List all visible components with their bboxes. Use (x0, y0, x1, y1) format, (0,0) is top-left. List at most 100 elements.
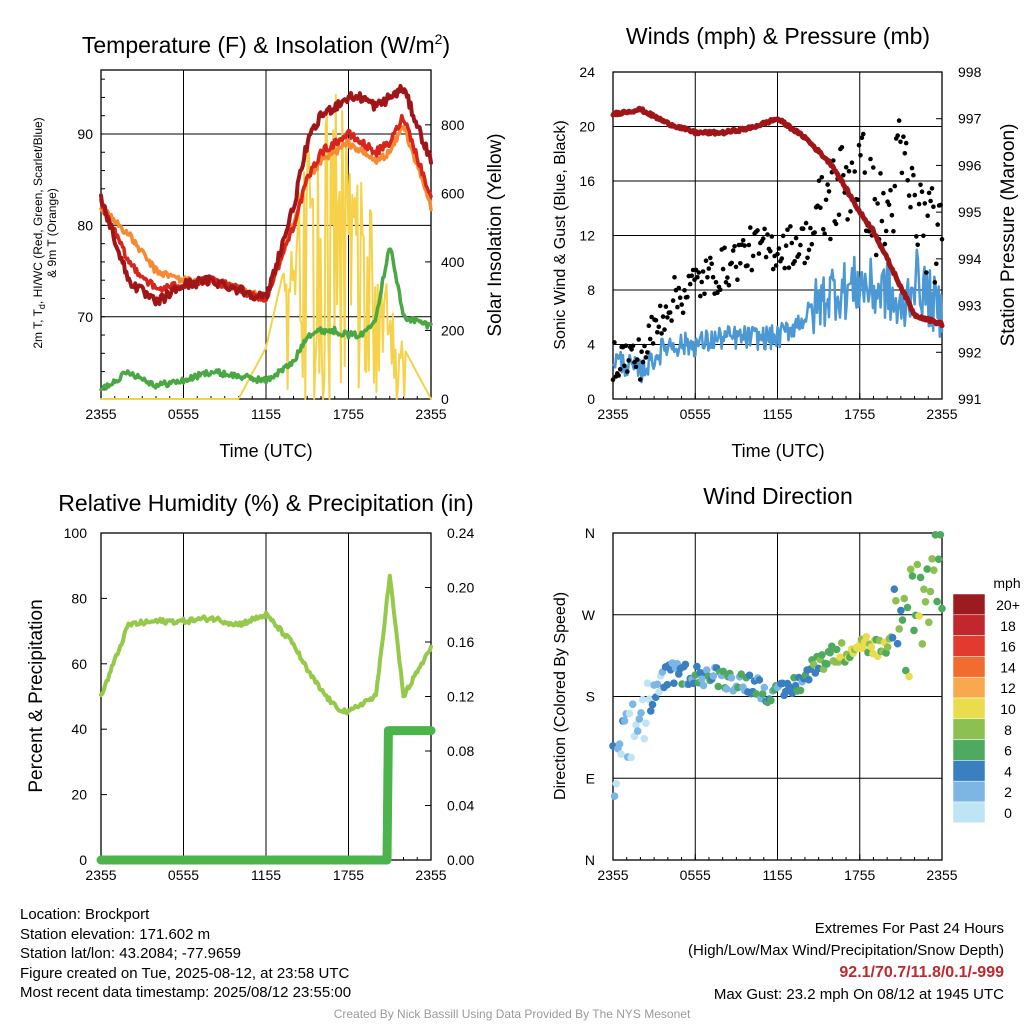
rh-y2tick-label: 0.12 (447, 689, 474, 705)
winds-y2tick-label: 995 (958, 204, 982, 220)
gust-point (921, 233, 926, 239)
wind-direction-point (633, 727, 642, 735)
gust-point (770, 266, 776, 272)
gust-point (924, 270, 929, 275)
rh-xtick-label: 1755 (333, 867, 364, 883)
gust-point (939, 237, 945, 242)
gust-point (649, 314, 654, 320)
gust-point (918, 182, 923, 188)
gust-point (733, 264, 739, 270)
gust-point (708, 255, 713, 261)
gust-point (883, 228, 889, 234)
gust-point (839, 145, 845, 150)
temp-xtick-label: 0555 (168, 406, 199, 422)
gust-point (769, 234, 775, 239)
station-info: Location: Brockport Station elevation: 1… (20, 905, 351, 1003)
wind-direction-point (758, 690, 767, 698)
wind-direction-point (900, 594, 908, 603)
wind-direction-point (925, 618, 933, 627)
winds-ytick-label: 12 (579, 228, 595, 244)
gust-point (657, 303, 663, 309)
winds-y2tick-label: 991 (958, 391, 982, 407)
gust-point (740, 238, 746, 243)
gust-point (647, 336, 653, 342)
gust-point (855, 197, 860, 202)
recent-data-text: Most recent data timestamp: 2025/08/12 2… (20, 984, 352, 1001)
gust-point (828, 236, 833, 242)
temp-y2tick-label: 800 (441, 117, 465, 133)
gust-point (849, 160, 855, 165)
gust-point (687, 281, 693, 287)
gust-point (792, 259, 797, 264)
gust-point (738, 261, 743, 266)
gust-point (749, 267, 755, 273)
wind-direction-point (615, 740, 624, 748)
pressure-line (610, 105, 945, 329)
gust-point (822, 231, 827, 236)
legend-swatch (952, 635, 986, 657)
gust-point (858, 153, 863, 158)
gust-point (831, 158, 836, 163)
wind-direction-point (628, 700, 637, 708)
gust-point (695, 274, 700, 280)
wdir-xtick-label: 2355 (597, 867, 628, 883)
wind-direction-point (653, 680, 662, 689)
wind-direction-point (655, 688, 663, 696)
gust-point (861, 131, 866, 137)
legend-swatch (952, 697, 986, 720)
gust-point (667, 310, 673, 315)
rh-y2tick-label: 0.00 (447, 852, 474, 868)
gust-point (773, 263, 779, 268)
gust-point (635, 357, 640, 362)
gust-point (881, 190, 886, 196)
gust-point (682, 288, 687, 293)
wdir-ytick-label: N (585, 852, 595, 868)
gust-point (879, 218, 885, 224)
wind-direction-point (837, 639, 846, 647)
gust-point (725, 275, 730, 280)
gust-point (788, 224, 793, 229)
legend-label: 12 (1000, 680, 1016, 696)
wind-direction-point (635, 715, 644, 723)
precipitation-line (96, 726, 436, 865)
wind-direction-point (670, 679, 678, 687)
legend-label: 4 (1004, 763, 1012, 779)
credit-text: Created By Nick Bassill Using Data Provi… (333, 1007, 691, 1021)
temp-y2-axis-label: Solar Insolation (Yellow) (485, 133, 506, 336)
gust-point (782, 265, 787, 271)
dewpoint-line (99, 247, 433, 392)
gust-point (735, 277, 740, 283)
gust-point (805, 255, 810, 261)
gust-point (846, 168, 852, 174)
rh-xtick-label: 2355 (415, 867, 446, 883)
gust-point (755, 228, 760, 233)
gust-point (825, 182, 830, 187)
wind-direction-point (625, 709, 634, 718)
gust-point (696, 270, 702, 275)
wind-direction-point (862, 633, 871, 641)
gust-point (931, 204, 936, 209)
gust-point (726, 282, 732, 288)
gust-point (630, 343, 636, 349)
wind-direction-point (938, 604, 946, 613)
latlon-text: Station lat/lon: 43.2084; -77.9659 (20, 945, 242, 962)
gust-point (732, 244, 737, 249)
gust-point (783, 243, 789, 248)
legend-label: 20+ (996, 597, 1020, 613)
humidity-panel: Relative Humidity (%) & Precipitation (i… (26, 490, 474, 883)
legend-swatch (952, 593, 986, 616)
winds-y2tick-label: 992 (958, 344, 982, 360)
temp-y2tick-label: 400 (441, 254, 465, 270)
wind-direction-point (897, 606, 905, 615)
rh-chart-title: Relative Humidity (%) & Precipitation (i… (58, 490, 473, 516)
legend-label: 6 (1004, 743, 1012, 759)
gust-point (612, 340, 617, 345)
rh-y2tick-label: 0.16 (447, 634, 474, 650)
gust-point (919, 189, 925, 194)
extremes-values: 92.1/70.7/11.8/0.1/-999 (839, 964, 1004, 981)
gust-point (889, 212, 895, 218)
temperature-panel: Temperature (F) & Insolation (W/m2) 70 80 9… (31, 31, 506, 461)
insolation-line (100, 93, 432, 400)
gust-point (629, 347, 634, 352)
legend-label: 14 (1000, 659, 1016, 675)
